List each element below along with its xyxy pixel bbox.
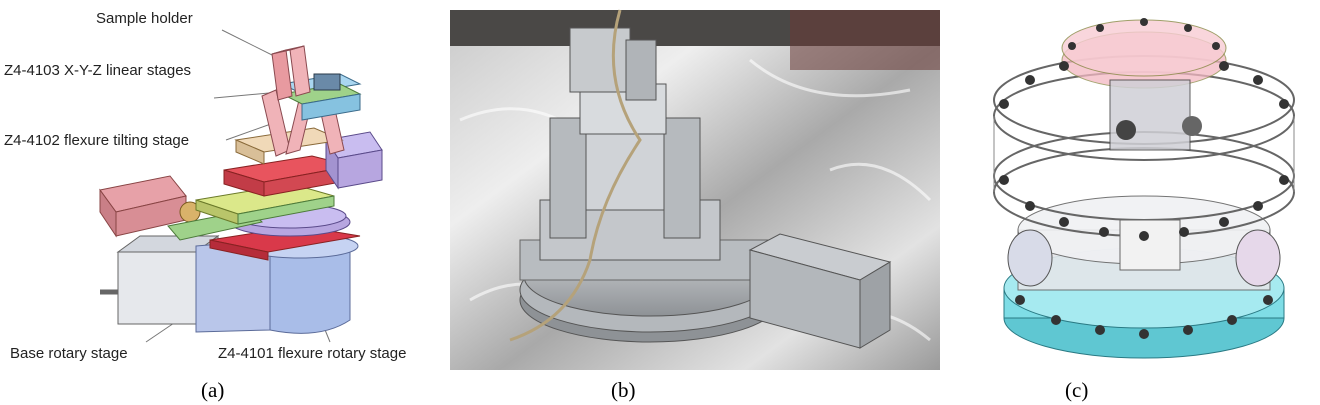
- caption-c: (c): [1065, 378, 1089, 402]
- sample-holder-part: [271, 45, 311, 101]
- panel-c-vacuum-chamber: (c): [960, 0, 1320, 405]
- label-sample-holder: Sample holder: [96, 10, 193, 27]
- label-flexure-rotary-stage: Z4-4101 flexure rotary stage: [218, 345, 407, 362]
- label-xyz-linear-stages: Z4-4103 X-Y-Z linear stages: [4, 62, 192, 79]
- photo-cable: [509, 9, 642, 342]
- top-flange: [1061, 19, 1227, 89]
- panel-b-photo: [450, 9, 940, 370]
- flange-bolts: [999, 18, 1289, 339]
- photo-stage-stack: [539, 27, 721, 261]
- panel-c-drawing: [993, 18, 1295, 359]
- photo-actuator: [748, 233, 892, 349]
- label-base-rotary-stage: Base rotary stage: [10, 345, 128, 362]
- caption-b: (b): [611, 378, 636, 402]
- label-flexure-tilting-stage: Z4-4102 flexure tilting stage: [4, 132, 190, 149]
- panel-a-drawing: [99, 29, 383, 343]
- caption-a: (a): [201, 378, 225, 402]
- inner-mechanism: [1109, 79, 1202, 271]
- panel-b-photograph: (b): [450, 0, 940, 405]
- tilting-stage: [195, 183, 335, 225]
- panel-a-cad-assembly: Sample holder Z4-4103 X-Y-Z linear stage…: [0, 0, 440, 405]
- background-shelf: [790, 10, 940, 70]
